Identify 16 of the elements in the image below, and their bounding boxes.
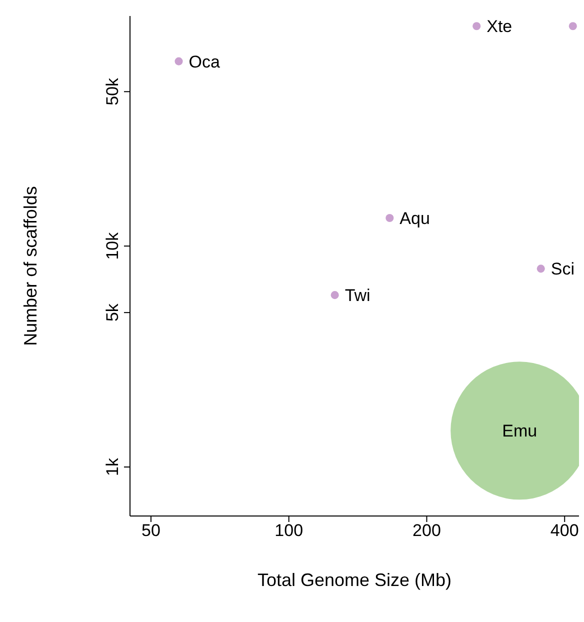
y-tick-label: 1k bbox=[103, 458, 122, 476]
series-label: Sci bbox=[550, 260, 575, 279]
y-axis-title: Number of scaffolds bbox=[20, 186, 40, 346]
x-tick-label: 50 bbox=[142, 521, 160, 540]
series-label: Emu bbox=[502, 422, 538, 441]
x-axis-title: Total Genome Size (Mb) bbox=[257, 570, 452, 590]
x-tick-label: 400 bbox=[550, 521, 579, 540]
series-label: Twi bbox=[344, 286, 370, 306]
series-label: Xte bbox=[486, 17, 512, 36]
series-label: Oca bbox=[188, 52, 221, 72]
x-tick-label: 200 bbox=[412, 521, 441, 540]
y-tick-label: 5k bbox=[103, 303, 122, 322]
y-tick-label: 50k bbox=[103, 77, 122, 106]
x-tick-label: 100 bbox=[274, 521, 304, 540]
y-tick-label: 10k bbox=[103, 232, 122, 260]
series-label: Aqu bbox=[400, 208, 430, 228]
